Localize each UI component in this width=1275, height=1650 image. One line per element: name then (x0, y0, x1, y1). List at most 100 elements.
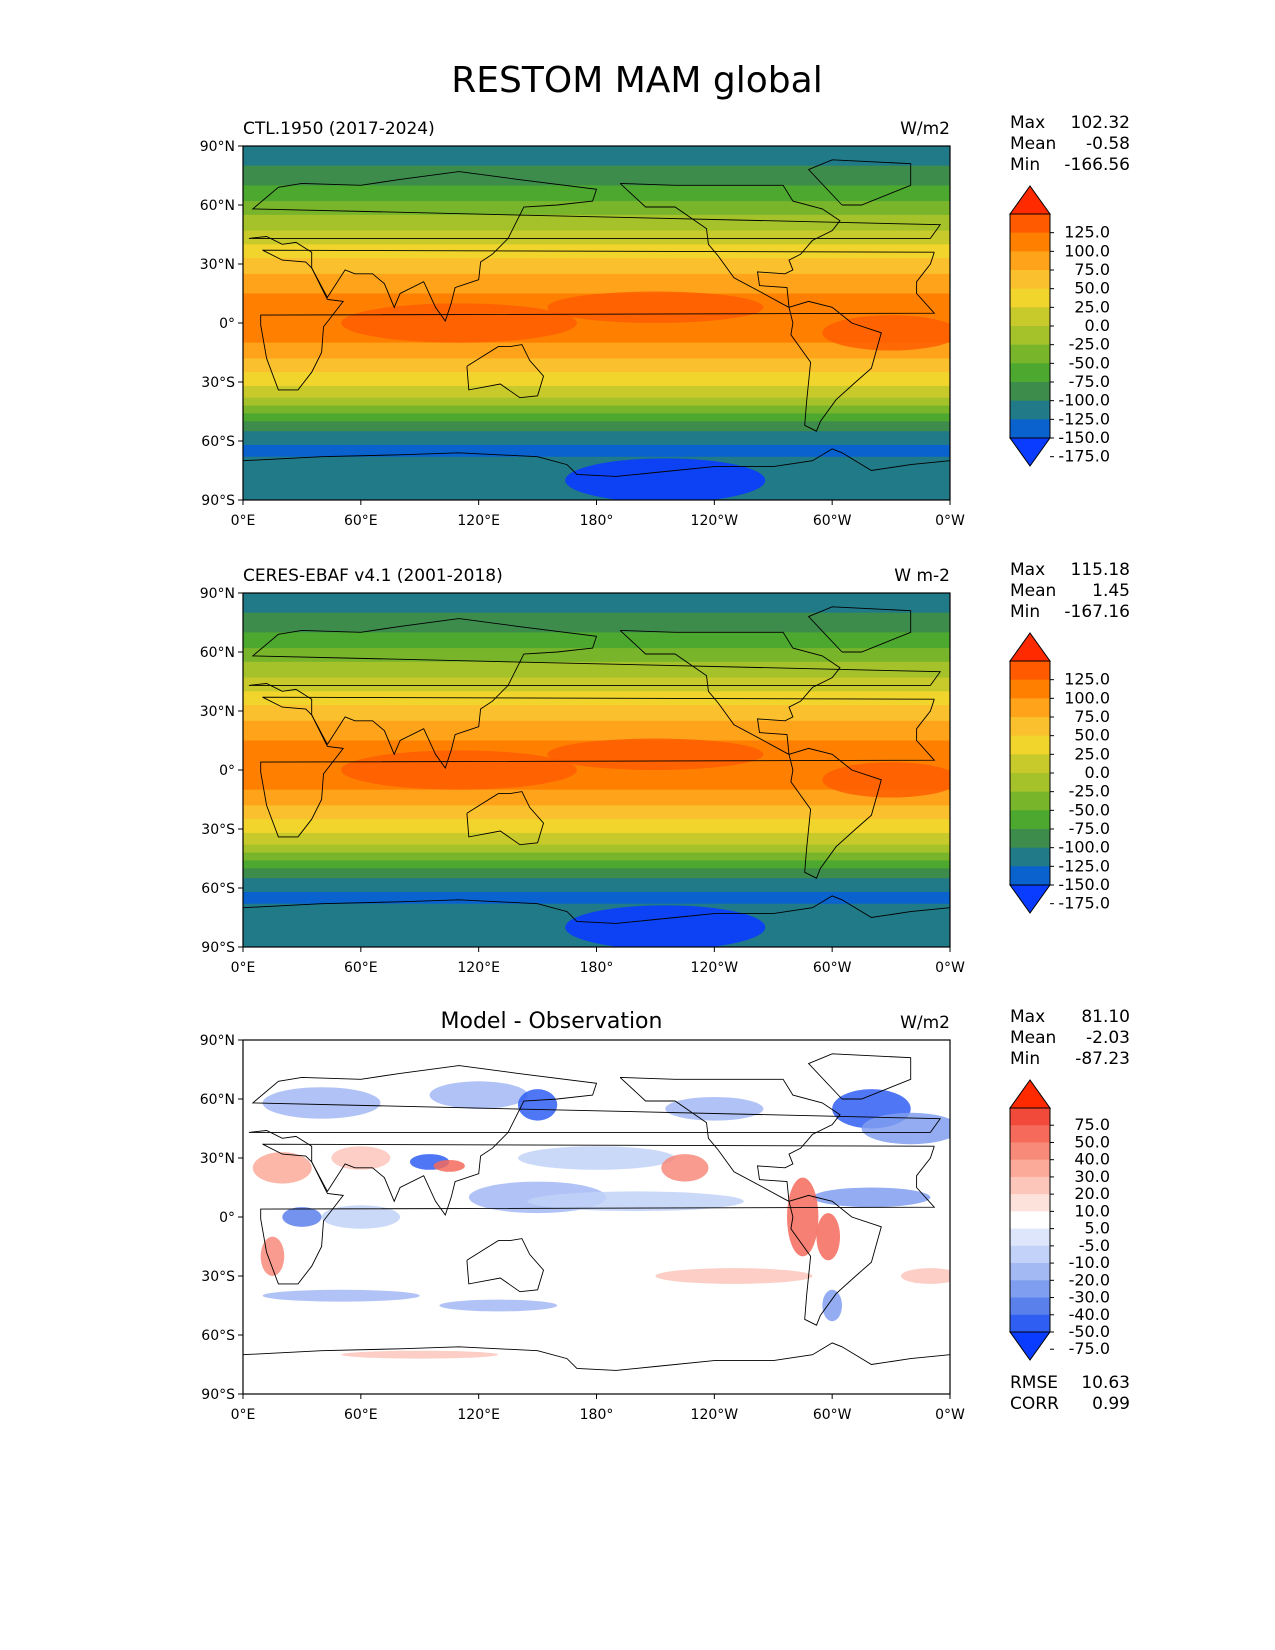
colorbar-frame (1009, 1107, 1051, 1333)
colorbar-label: 25.0 (1074, 744, 1110, 763)
colorbar-label: 100.0 (1064, 241, 1110, 260)
map-field (243, 1040, 950, 1394)
colorbar-segment (1010, 829, 1050, 849)
lat-tick-label: 0° (219, 316, 235, 332)
lat-band (243, 214, 950, 232)
lat-band (243, 632, 950, 649)
colorbar-label: -20.0 (1069, 1270, 1110, 1289)
colorbar-segment (1010, 1297, 1050, 1316)
coastline (466, 344, 545, 399)
lon-tick-label: 0°W (935, 1407, 965, 1423)
lat-tick-label: 60°S (201, 1328, 235, 1344)
lat-band (243, 258, 950, 275)
stat-value: 115.18 (1071, 560, 1130, 580)
stat-value: 1.45 (1092, 581, 1130, 601)
anomaly-patch (812, 1187, 931, 1208)
anomaly-patch (816, 1213, 841, 1261)
coastline (260, 249, 936, 391)
colorbar-segment (1010, 1159, 1050, 1178)
bottom-stat-value: 0.99 (1092, 1394, 1130, 1414)
lat-tick-label: 30°S (201, 822, 235, 838)
lon-tick-label: 120°W (691, 513, 739, 529)
colorbar-label: -125.0 (1058, 856, 1110, 875)
cold-region (565, 458, 766, 500)
stat-label: Min (1010, 155, 1040, 175)
colorbar-segment (1010, 791, 1050, 811)
colorbar-segment (1010, 847, 1050, 867)
colorbar-segment (1010, 270, 1050, 290)
stat-value: 81.10 (1081, 1007, 1130, 1027)
colorbar-label: 75.0 (1074, 707, 1110, 726)
panel-title: CERES-EBAF v4.1 (2001-2018) (243, 566, 503, 586)
colorbar-label: 100.0 (1064, 688, 1110, 707)
lat-band (243, 397, 950, 407)
stat-label: Max (1010, 113, 1045, 133)
colorbar-segment (1010, 698, 1050, 718)
panel-units: W/m2 (900, 1013, 950, 1033)
coastline (619, 629, 841, 756)
figure-title: RESTOM MAM global (451, 60, 822, 101)
colorbar-segment (1010, 679, 1050, 699)
panel-units: W/m2 (900, 119, 950, 139)
colorbar-segment (1010, 326, 1050, 346)
stat-label: Mean (1010, 134, 1056, 154)
colorbar-label: -175.0 (1058, 894, 1110, 913)
anomaly-patch (517, 1146, 676, 1170)
lat-tick-label: 30°N (200, 257, 235, 273)
panel-3: 90°N 60°N 30°N 0° 30°S 60°S 90°S 0°E 60°E 120°E 18… (200, 1007, 1130, 1423)
colorbar-label: -25.0 (1069, 782, 1110, 801)
lon-tick-label: 60°E (344, 960, 378, 976)
colorbar-segment (1010, 363, 1050, 383)
anomaly-patch (341, 1350, 499, 1359)
colorbar-segment (1010, 1245, 1050, 1264)
colorbar-segment (1010, 382, 1050, 402)
lat-band (243, 413, 950, 422)
lat-tick-label: 60°N (200, 198, 235, 214)
lat-band (243, 832, 950, 846)
lat-band (243, 789, 950, 806)
anomaly-patch (260, 1236, 285, 1277)
map-field (243, 146, 950, 500)
anomaly-patch (527, 1191, 744, 1212)
colorbar-label: 5.0 (1085, 1219, 1110, 1238)
lat-tick-label: 0° (219, 1210, 235, 1226)
bottom-stat-value: 10.63 (1081, 1373, 1130, 1393)
lat-tick-label: 90°S (201, 1387, 235, 1403)
coastline (248, 171, 942, 322)
colorbar-segment (1010, 419, 1050, 439)
colorbar-label: -30.0 (1069, 1288, 1110, 1307)
colorbar-segment (1010, 1176, 1050, 1195)
anomaly-patch (661, 1154, 709, 1182)
lat-tick-label: 90°N (200, 139, 235, 155)
anomaly-patch (433, 1159, 465, 1172)
colorbar-label: 20.0 (1074, 1184, 1110, 1203)
colorbar-segment (1010, 1280, 1050, 1299)
colorbar-label: 125.0 (1064, 670, 1110, 689)
colorbar-label: -40.0 (1069, 1305, 1110, 1324)
colorbar-label: -150.0 (1058, 428, 1110, 447)
colorbar-label: 0.0 (1085, 763, 1110, 782)
lon-tick-label: 120°E (457, 1407, 500, 1423)
colorbar-label: 40.0 (1074, 1150, 1110, 1169)
lat-tick-label: 60°N (200, 645, 235, 661)
anomaly-patch (429, 1081, 528, 1109)
colorbar-label: 30.0 (1074, 1167, 1110, 1186)
colorbar-segment (1010, 735, 1050, 755)
lon-tick-label: 60°E (344, 1407, 378, 1423)
lat-band (243, 819, 950, 834)
coastline (807, 159, 912, 206)
panel-title: Model - Observation (441, 1009, 663, 1034)
lat-band (243, 185, 950, 202)
colorbar-segment (1010, 1211, 1050, 1230)
lat-band (243, 612, 950, 633)
lat-tick-label: 30°S (201, 1269, 235, 1285)
stat-value: 102.32 (1071, 113, 1130, 133)
coastline (788, 300, 882, 432)
lat-band (243, 805, 950, 820)
lat-tick-label: 90°S (201, 940, 235, 956)
lat-band (243, 677, 950, 692)
colorbar-segment (1010, 754, 1050, 774)
anomaly-patch (655, 1268, 813, 1284)
lon-tick-label: 0°E (231, 1407, 256, 1423)
colorbar-segment (1010, 1142, 1050, 1161)
